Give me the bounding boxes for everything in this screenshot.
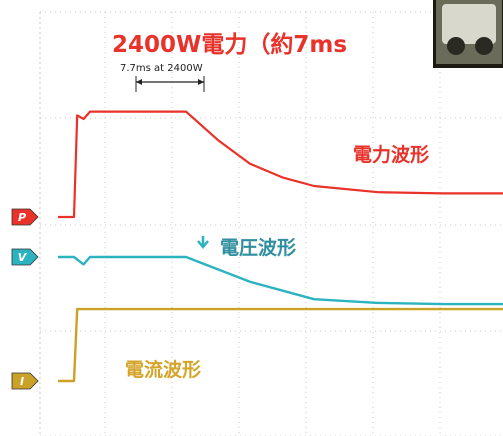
marker-v: V [11, 248, 39, 266]
current-waveform-label: 電流波形 [125, 358, 201, 381]
voltage-waveform-label: 電圧波形 [220, 236, 296, 259]
channel-markers: P V I [11, 208, 39, 390]
current-trace [58, 307, 503, 383]
power-trace [58, 110, 503, 219]
chart-title: 2400W電力（約7ms [112, 31, 347, 58]
marker-i: I [11, 372, 39, 390]
voltage-trace [58, 255, 503, 306]
marker-letter: P [18, 211, 26, 224]
bracket-right-arrow-icon [198, 79, 204, 85]
duration-annotation: 7.7ms at 2400W [120, 63, 205, 92]
down-arrow-icon [197, 236, 209, 249]
marker-p: P [11, 208, 39, 226]
traces [58, 110, 503, 383]
marker-letter: V [18, 251, 28, 264]
power-waveform-label: 電力波形 [353, 143, 429, 166]
bracket-left-arrow-icon [136, 79, 142, 85]
grid [39, 11, 503, 436]
marker-letter: I [20, 375, 24, 388]
inset-thumbnail [433, 0, 503, 68]
duration-label: 7.7ms at 2400W [120, 63, 203, 74]
